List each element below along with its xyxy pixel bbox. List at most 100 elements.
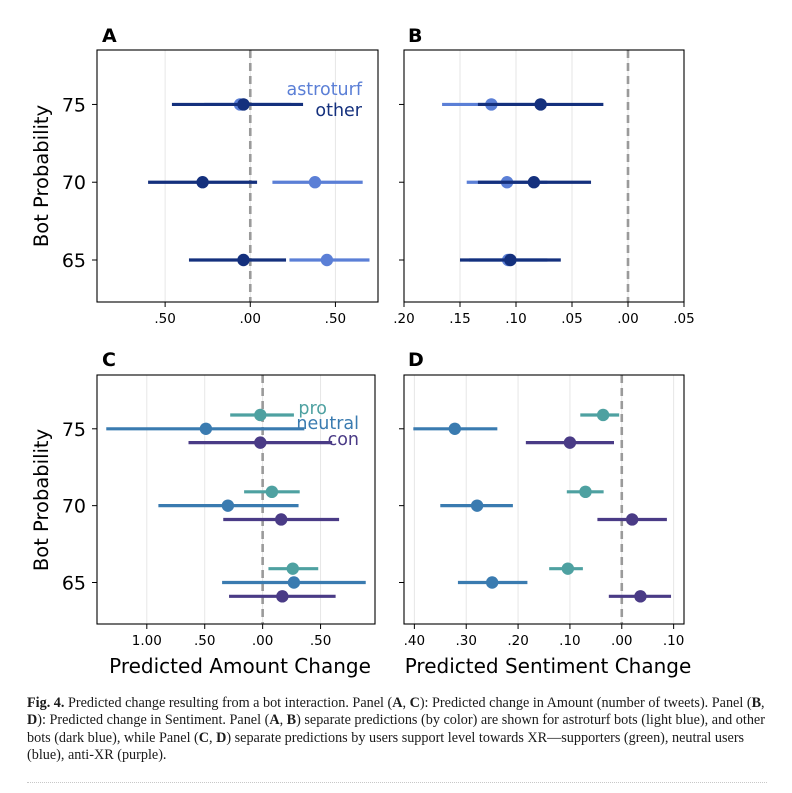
panel-b: .20 .15 .10 .05 .00 .05 B (393, 25, 694, 327)
point-estimate (470, 499, 484, 512)
y-axis-label: Bot Probability (30, 105, 53, 247)
x-tick-label: .10 (663, 633, 684, 649)
caption-divider (27, 782, 767, 783)
point-estimate (287, 576, 301, 589)
point-estimate (237, 253, 250, 267)
y-tick-label: 70 (62, 172, 86, 194)
x-tick-label: .40 (404, 633, 425, 649)
caption-fragment: ) separate predictions by users support … (27, 729, 745, 764)
y-tick-label: 75 (62, 419, 86, 441)
caption-fragment: Predicted change resulting from a bot in… (64, 695, 393, 711)
y-tick-label: 65 (62, 573, 86, 595)
caption-fragment: D (27, 712, 38, 729)
x-tick-label: .00 (617, 311, 638, 327)
panel-c: 1.00 .50 .00 .50 65 70 75 C Bot Probability Predi… (30, 349, 376, 678)
x-tick-label: .15 (449, 311, 470, 327)
x-tick-label: .10 (505, 311, 526, 327)
x-tick-label: .05 (561, 311, 582, 327)
caption-fragment: A (392, 695, 403, 711)
caption-fragment: ) separate predictions (by color) are sh… (27, 712, 765, 746)
point-estimate (504, 253, 517, 267)
axes-frame (403, 49, 685, 303)
caption-body: Predicted change resulting from a bot in… (27, 695, 765, 763)
x-axis-label: Predicted Amount Change (109, 654, 371, 678)
point-estimate (199, 422, 213, 435)
x-tick-label: .50 (194, 633, 215, 649)
point-estimate (320, 253, 334, 267)
caption-fragment: , (761, 695, 765, 711)
point-estimate (254, 436, 267, 449)
caption-fragment: C (198, 729, 210, 746)
point-estimate (527, 176, 541, 189)
legend-entry-astroturf: astroturf (286, 80, 362, 100)
caption-fragment: , (209, 729, 217, 746)
point-estimate (308, 176, 322, 189)
x-tick-label: 1.00 (132, 633, 162, 649)
x-axis-label: Predicted Sentiment Change (405, 654, 692, 678)
point-estimate (221, 499, 235, 512)
caption-fragment: D (216, 729, 227, 746)
x-tick-label: .10 (559, 633, 580, 649)
series-con (188, 436, 340, 603)
caption-fragment: B (286, 712, 297, 729)
series-pro (549, 408, 620, 575)
caption-fragment: C (409, 695, 420, 711)
x-tick-label: .20 (393, 311, 414, 327)
series-neutral (106, 422, 366, 589)
x-tick-label: .00 (240, 311, 261, 327)
axes-frame (96, 49, 379, 303)
axes-frame (403, 374, 685, 625)
point-estimate (596, 408, 610, 422)
point-estimate (265, 485, 279, 499)
x-tick-label: .30 (455, 633, 476, 649)
point-estimate (579, 485, 592, 499)
point-estimate (625, 513, 639, 526)
caption-label: Fig. 4. (27, 695, 65, 711)
y-axis-label: Bot Probability (30, 429, 53, 571)
legend-entry-con: con (328, 430, 359, 450)
x-tick-label: .00 (252, 633, 273, 649)
point-estimate (196, 176, 209, 189)
caption-fragment: , (279, 712, 287, 729)
point-estimate (634, 590, 647, 603)
series-pro (230, 408, 319, 575)
figure-caption: Fig. 4. Predicted change resulting from … (27, 695, 769, 765)
y-tick-label: 70 (62, 496, 86, 518)
point-estimate (485, 576, 499, 589)
caption-fragment: A (269, 712, 280, 729)
series-neutral (413, 422, 528, 589)
point-estimate (563, 436, 577, 449)
figure-4: .50 .00 .50 65 70 75 A Bot Probability astroturf… (30, 25, 695, 678)
panel-label: B (408, 25, 422, 47)
x-tick-label: .00 (611, 633, 632, 649)
legend-entry-other: other (315, 101, 362, 121)
caption-fragment: B (751, 695, 762, 711)
caption-fragment: , (402, 695, 410, 711)
point-estimate (561, 562, 575, 575)
point-estimate (274, 513, 288, 526)
caption-fragment: ): Predicted change in Amount (number of… (419, 695, 752, 711)
y-tick-label: 75 (62, 94, 86, 116)
point-estimate (448, 422, 462, 435)
point-estimate (254, 408, 267, 422)
x-tick-label: .20 (507, 633, 528, 649)
legend-entry-neutral: neutral (296, 414, 359, 434)
panel-d: .40 .30 .20 .10 .00 .10 D Predicted Sentiment C… (399, 349, 691, 678)
panel-a: .50 .00 .50 65 70 75 A Bot Probability astroturf… (30, 25, 379, 327)
panel-label: A (102, 25, 117, 47)
caption-fragment: ): Predicted change in Sentiment. Panel … (37, 712, 270, 729)
x-tick-label: .50 (325, 311, 346, 327)
point-estimate (237, 98, 250, 111)
x-tick-label: .50 (310, 633, 331, 649)
point-estimate (276, 590, 289, 603)
series-con (525, 436, 672, 603)
point-estimate (534, 98, 547, 111)
panel-label: D (408, 349, 424, 371)
x-tick-label: .05 (673, 311, 694, 327)
series-other (460, 98, 604, 267)
point-estimate (286, 562, 299, 575)
legend-entry-pro: pro (298, 399, 327, 419)
axes-frame (96, 374, 376, 625)
y-tick-label: 65 (62, 250, 86, 272)
x-tick-label: .50 (154, 311, 175, 327)
